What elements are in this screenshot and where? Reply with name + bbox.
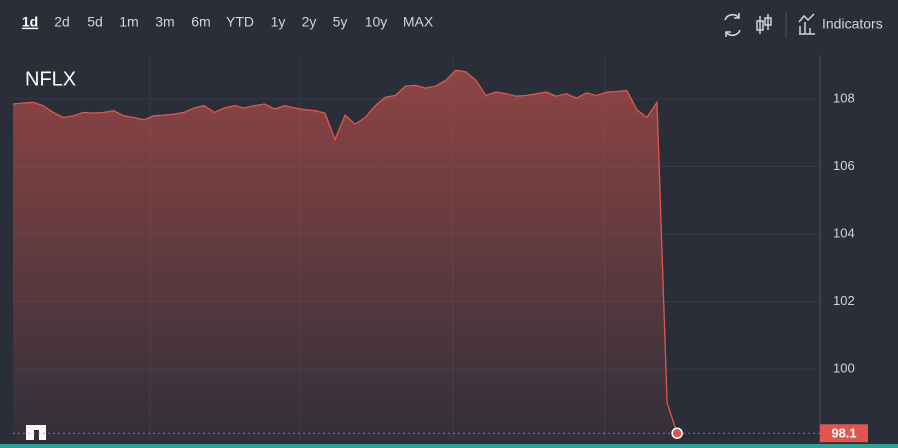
last-price-label: 98.1 xyxy=(831,426,856,441)
range-button[interactable]: 1m xyxy=(119,14,138,30)
range-button[interactable]: 1d xyxy=(22,14,38,30)
range-button[interactable]: 5d xyxy=(87,14,103,30)
area-fill xyxy=(13,70,678,440)
range-button[interactable]: 6m xyxy=(191,14,210,30)
range-button[interactable]: MAX xyxy=(403,14,434,30)
chart-title: NFLX xyxy=(25,68,76,90)
range-button[interactable]: 1y xyxy=(271,14,286,30)
range-button[interactable]: 2y xyxy=(302,14,317,30)
y-tick-label: 106 xyxy=(833,158,855,173)
y-tick-label: 100 xyxy=(833,361,855,376)
y-tick-label: 104 xyxy=(833,225,855,240)
range-button[interactable]: 5y xyxy=(333,14,348,30)
indicators-button[interactable]: Indicators xyxy=(822,16,883,32)
last-price-box xyxy=(820,424,868,443)
range-button[interactable]: 3m xyxy=(155,14,174,30)
price-line xyxy=(12,69,678,434)
range-button[interactable]: 2d xyxy=(54,14,70,30)
range-button[interactable]: 10y xyxy=(365,14,388,30)
last-point xyxy=(671,427,683,439)
indicators-icon[interactable] xyxy=(798,13,815,35)
refresh-icon[interactable] xyxy=(724,13,741,37)
y-tick-label: 102 xyxy=(833,293,855,308)
range-button[interactable]: YTD xyxy=(226,14,254,30)
chart-type-icon[interactable] xyxy=(756,14,772,34)
y-tick-label: 108 xyxy=(833,90,855,105)
bottom-strip xyxy=(0,444,898,448)
